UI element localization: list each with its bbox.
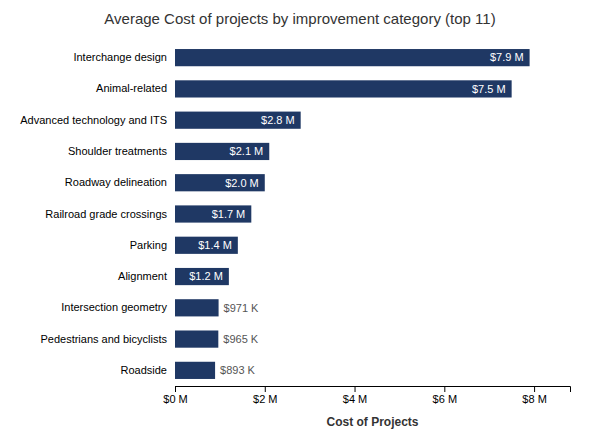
x-tick-label: $4 M <box>343 393 367 405</box>
data-label: $2.1 M <box>230 145 264 157</box>
bar <box>175 268 229 285</box>
y-tick-label: Alignment <box>118 270 167 282</box>
y-tick: Railroad grade crossings <box>45 208 175 220</box>
y-tick: Shoulder treatments <box>68 145 175 157</box>
bar <box>175 330 218 347</box>
y-tick: Roadside <box>121 364 175 376</box>
bars <box>175 49 530 379</box>
y-tick-label: Intersection geometry <box>61 301 167 313</box>
y-tick-label: Advanced technology and ITS <box>20 114 167 126</box>
x-tick: $6 M <box>433 386 457 405</box>
data-label: $7.5 M <box>472 83 506 95</box>
data-label: $1.2 M <box>189 270 223 282</box>
x-tick: $2 M <box>253 386 277 405</box>
x-tick-label: $2 M <box>253 393 277 405</box>
x-tick-label: $6 M <box>433 393 457 405</box>
x-tick-mark <box>444 386 445 392</box>
bar <box>175 80 512 97</box>
y-tick: Pedestrians and bicyclists <box>40 333 175 345</box>
plot: $0 M $2 M $4 M $6 M $8 M Roadside Pedestrians … <box>20 49 570 405</box>
bar <box>175 205 251 222</box>
bar <box>175 143 269 160</box>
x-axis-title: Cost of Projects <box>326 415 418 429</box>
data-label: $7.9 M <box>490 51 524 63</box>
data-labels: $893 K $965 K $971 K $1.2 M $1.4 M $1.7 M $2.0… <box>189 51 523 376</box>
chart: $0 M $2 M $4 M $6 M $8 M Roadside Pedestrians … <box>0 0 600 438</box>
y-axis: Roadside Pedestrians and bicyclists Inters… <box>20 51 175 376</box>
y-tick: Animal-related <box>96 82 175 94</box>
x-tick: $8 M <box>522 386 546 405</box>
x-axis-line <box>176 387 571 393</box>
data-label: $2.8 M <box>261 114 295 126</box>
bar <box>175 174 265 191</box>
data-label: $2.0 M <box>225 177 259 189</box>
bar <box>175 299 219 316</box>
x-tick-label: $0 M <box>163 393 187 405</box>
chart-container: $0 M $2 M $4 M $6 M $8 M Roadside Pedestrians … <box>0 0 600 438</box>
bar <box>175 49 530 66</box>
y-tick: Alignment <box>118 270 175 282</box>
x-tick-mark <box>355 386 356 392</box>
x-tick-mark <box>175 386 176 392</box>
y-tick-label: Parking <box>130 239 167 251</box>
bar <box>175 237 238 254</box>
y-tick-label: Animal-related <box>96 82 167 94</box>
y-tick: Intersection geometry <box>61 301 175 313</box>
bar <box>175 362 215 379</box>
bar <box>175 112 301 129</box>
data-label: $971 K <box>224 302 260 314</box>
x-tick: $4 M <box>343 386 367 405</box>
title: Average Cost of projects by improvement … <box>104 10 495 27</box>
x-tick-mark <box>534 386 535 392</box>
data-label: $1.7 M <box>212 208 246 220</box>
data-label: $893 K <box>220 364 256 376</box>
y-tick-label: Interchange design <box>73 51 167 63</box>
x-tick-label: $8 M <box>522 393 546 405</box>
y-tick-label: Roadside <box>121 364 167 376</box>
y-tick-label: Roadway delineation <box>65 176 167 188</box>
y-tick-label: Pedestrians and bicyclists <box>40 333 167 345</box>
y-tick: Parking <box>130 239 175 251</box>
data-label: $965 K <box>223 333 259 345</box>
y-tick-label: Railroad grade crossings <box>45 208 167 220</box>
x-axis: $0 M $2 M $4 M $6 M $8 M <box>163 386 570 405</box>
y-tick: Advanced technology and ITS <box>20 114 175 126</box>
x-tick-mark <box>265 386 266 392</box>
y-tick-label: Shoulder treatments <box>68 145 168 157</box>
y-tick: Roadway delineation <box>65 176 175 188</box>
y-tick: Interchange design <box>73 51 175 63</box>
x-tick: $0 M <box>163 386 187 405</box>
data-label: $1.4 M <box>198 239 232 251</box>
